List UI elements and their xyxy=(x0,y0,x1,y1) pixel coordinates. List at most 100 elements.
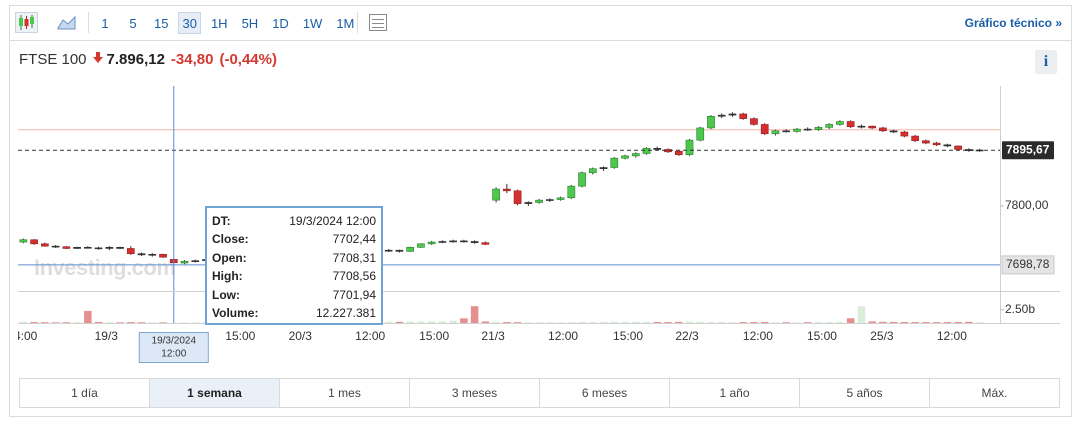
volume-bar xyxy=(707,321,715,323)
candle-body xyxy=(825,124,834,128)
volume-bar xyxy=(922,322,930,323)
volume-bar xyxy=(30,322,38,323)
tooltip-row: Low: 7701,94 xyxy=(212,286,376,304)
candle-body xyxy=(126,248,135,255)
tooltip-value: 12.227.381 xyxy=(315,305,376,320)
volume-bar xyxy=(19,321,28,323)
tooltip-value: 7708,31 xyxy=(332,250,376,265)
volume-bar xyxy=(836,321,844,323)
interval-button[interactable]: 1D xyxy=(272,16,289,31)
volume-bar xyxy=(632,321,640,323)
candle-body xyxy=(137,253,146,256)
area-icon[interactable] xyxy=(57,15,76,30)
axes: 7800,00 2.50b 14:00 19/3 15:00 20/3 12:00 15:00… xyxy=(18,86,1060,363)
period-button[interactable]: Máx. xyxy=(981,386,1008,400)
period-button[interactable]: 1 día xyxy=(20,379,150,407)
candle-body xyxy=(621,155,629,159)
candle-body xyxy=(524,202,533,204)
tooltip-row: Open: 7708,31 xyxy=(212,249,376,267)
volume-bar xyxy=(965,321,973,323)
volume-bar xyxy=(728,322,737,323)
interval-selector: 1 5 15 30 1H 5H 1D 1W 1M xyxy=(94,12,364,34)
volume-bar xyxy=(932,322,941,323)
down-arrow xyxy=(92,52,103,63)
volume-bar xyxy=(664,322,672,323)
last-price-label: 7895,67 xyxy=(1006,142,1050,156)
candle-body xyxy=(728,113,737,116)
interval-button[interactable]: 1 xyxy=(101,16,109,31)
watermark: Investing.com xyxy=(34,255,175,280)
volume-bar xyxy=(599,321,608,323)
volume-bar xyxy=(51,322,60,323)
candle-body xyxy=(836,121,844,125)
period-button[interactable]: 1 semana xyxy=(150,379,280,407)
period-button[interactable]: 1 año xyxy=(670,379,800,407)
volume-bar xyxy=(73,322,81,323)
price-change: -34,80 xyxy=(170,51,214,68)
candle-body xyxy=(513,190,522,204)
volume-bar xyxy=(717,322,726,323)
candle-body xyxy=(62,246,71,249)
volume-bar xyxy=(589,321,597,323)
interval-button[interactable]: 5 xyxy=(129,16,137,31)
volume-bar xyxy=(427,321,436,323)
tooltip-label: Open: xyxy=(212,250,247,265)
candle-body xyxy=(438,241,447,243)
volume-bar xyxy=(943,322,952,323)
candle-body xyxy=(545,199,554,201)
volume-bar xyxy=(503,322,511,323)
volume-bar xyxy=(793,322,801,323)
volume-bar xyxy=(535,322,543,323)
candle-body xyxy=(803,128,812,131)
x-tick-label: 19/3 xyxy=(95,329,119,343)
interval-button[interactable]: 15 xyxy=(154,16,169,31)
tooltip-label: High: xyxy=(212,269,243,284)
candle-body xyxy=(105,246,114,249)
volume-bar xyxy=(481,321,490,323)
candle-body xyxy=(932,142,941,146)
volume-bar xyxy=(449,320,457,323)
candle-body xyxy=(868,125,876,129)
period-button[interactable]: 3 meses xyxy=(410,379,540,407)
period-button[interactable]: 6 meses xyxy=(540,379,670,407)
candle-body xyxy=(750,118,758,125)
candle-body xyxy=(384,249,393,252)
candle-body xyxy=(857,125,866,128)
instrument-name: FTSE 100 xyxy=(19,51,87,68)
volume-bar xyxy=(975,322,984,323)
candle-body xyxy=(395,249,404,252)
interval-button[interactable]: 1H xyxy=(210,16,228,31)
candle-body xyxy=(707,115,715,129)
technical-chart-link[interactable]: Gráfico técnico » xyxy=(964,16,1062,30)
tooltip-row: High: 7708,56 xyxy=(212,267,376,285)
info-button[interactable]: i xyxy=(1035,50,1057,74)
candle-body xyxy=(503,188,511,192)
interval-button[interactable]: 5H xyxy=(241,16,259,31)
candle-body xyxy=(191,260,200,262)
volume-bar xyxy=(771,322,780,323)
candlestick-icon[interactable] xyxy=(15,12,38,33)
volume-bar xyxy=(696,321,705,323)
volume-bar xyxy=(857,306,866,323)
volume-bar xyxy=(159,322,167,323)
volume-bar xyxy=(900,322,909,323)
last-price: 7.896,12 xyxy=(106,51,165,68)
volume-bar xyxy=(406,321,414,323)
crosshair-date-tag xyxy=(138,332,209,363)
volume-bar xyxy=(674,321,683,323)
x-tick-label: 15:00 xyxy=(225,329,255,343)
volume-bar xyxy=(954,321,962,323)
candle-body xyxy=(406,246,415,252)
table-icon[interactable] xyxy=(369,14,387,31)
volume-bar xyxy=(825,322,833,323)
volume-bar xyxy=(105,322,114,323)
interval-button[interactable]: 30 xyxy=(178,12,201,34)
candle-body xyxy=(94,247,103,250)
period-button[interactable]: 5 años xyxy=(800,379,930,407)
interval-button[interactable]: 1M xyxy=(336,16,355,31)
candle-body xyxy=(148,253,157,256)
candle-body xyxy=(19,239,28,243)
interval-button[interactable]: 1W xyxy=(302,16,323,31)
period-button[interactable]: 1 mes xyxy=(280,379,410,407)
